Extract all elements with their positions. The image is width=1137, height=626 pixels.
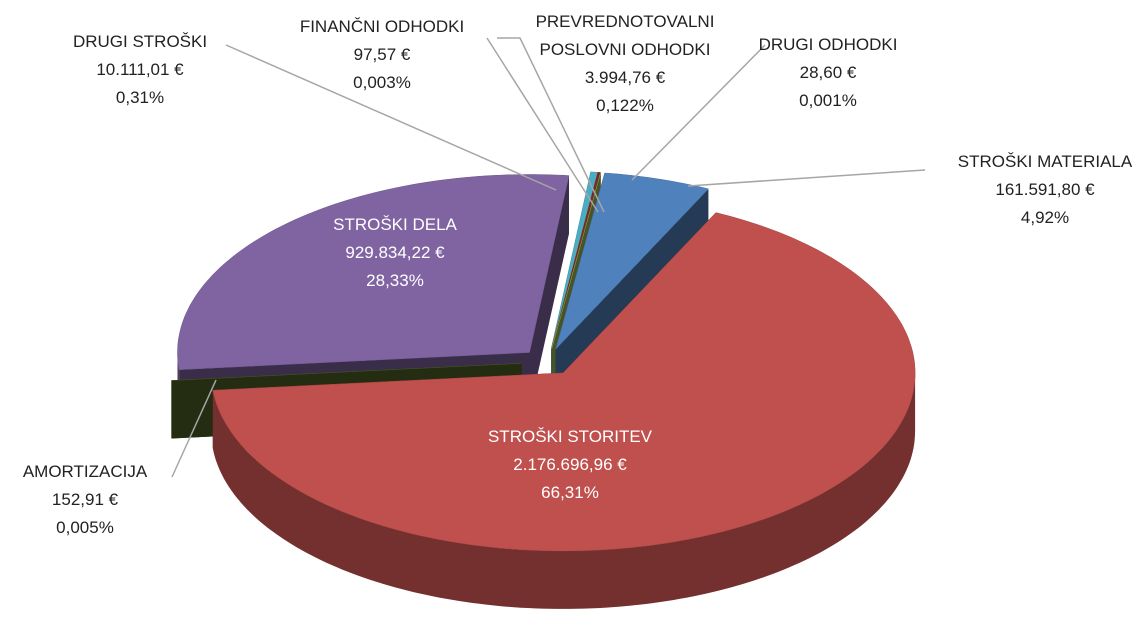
category-label: STROŠKI STORITEV [487,427,653,446]
category-label: DRUGI ODHODKI [758,35,898,54]
value-label: 161.591,80 € [995,180,1095,199]
value-label: 152,91 € [51,490,119,509]
slice-wall [529,175,569,411]
leader-line [486,37,599,213]
percentage-label: 4,92% [1020,208,1070,227]
leader-line [171,379,217,478]
percentage-label: 0,001% [799,91,857,110]
value-label: 97,57 € [353,45,411,64]
data-label: FINANČNI ODHODKI 97,57 € 0,003% [277,13,487,97]
slice-side [212,372,916,609]
category-label: PREVREDNOTOVALNI POSLOVNI ODHODKI [535,12,715,59]
category-label: AMORTIZACIJA [22,462,148,481]
slice-top [177,174,570,370]
percentage-label: 66,31% [541,483,599,502]
value-label: 929.834,22 € [345,243,445,262]
leader-line [497,37,605,213]
slice-top [171,363,522,381]
slice-top [551,172,601,349]
value-label: 2.176.696,96 € [513,455,627,474]
leader-line [687,169,926,187]
data-label: DRUGI STROŠKI 10.111,01 € 0,31% [50,28,230,112]
category-label: STROŠKI MATERIALA [957,152,1133,171]
data-label: STROŠKI DELA 929.834,22 € 28,33% [295,211,495,295]
value-label: 28,60 € [799,63,857,82]
percentage-label: 0,122% [596,96,654,115]
data-label: DRUGI ODHODKI 28,60 € 0,001% [743,31,913,115]
data-label: PREVREDNOTOVALNI POSLOVNI ODHODKI 3.994,7… [510,8,740,120]
value-label: 3.994,76 € [584,68,666,87]
data-label: STROŠKI STORITEV 2.176.696,96 € 66,31% [450,423,690,507]
leader-line [631,44,766,181]
slice-top [212,212,916,552]
percentage-label: 0,003% [353,73,411,92]
category-label: STROŠKI DELA [333,215,457,234]
category-label: DRUGI STROŠKI [72,32,208,51]
percentage-label: 0,005% [56,518,114,537]
category-label: FINANČNI ODHODKI [299,17,465,36]
data-label: STROŠKI MATERIALA 161.591,80 € 4,92% [935,148,1137,232]
leader-line [225,44,557,191]
percentage-label: 0,31% [115,88,165,107]
value-label: 10.111,01 € [96,60,184,79]
data-label: AMORTIZACIJA 152,91 € 0,005% [5,458,165,542]
percentage-label: 28,33% [366,271,424,290]
slice [212,212,916,609]
